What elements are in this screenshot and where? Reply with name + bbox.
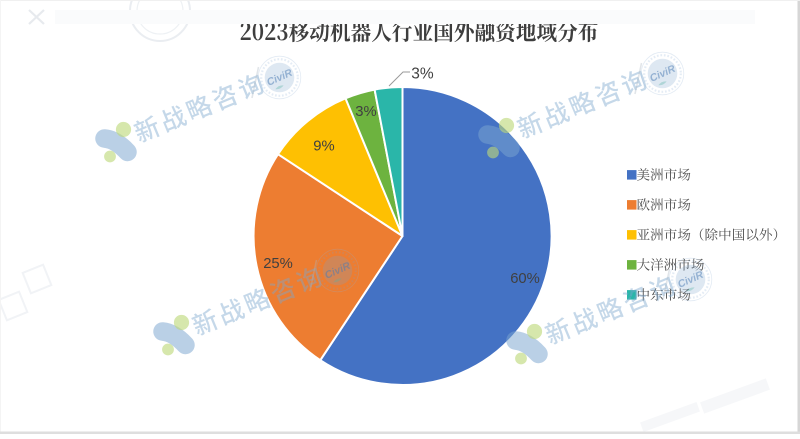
svg-text:3%: 3%	[411, 66, 434, 83]
svg-text:3%: 3%	[355, 104, 376, 120]
svg-text:60%: 60%	[510, 271, 540, 287]
svg-text:25%: 25%	[263, 256, 293, 272]
svg-text:9%: 9%	[313, 139, 334, 155]
